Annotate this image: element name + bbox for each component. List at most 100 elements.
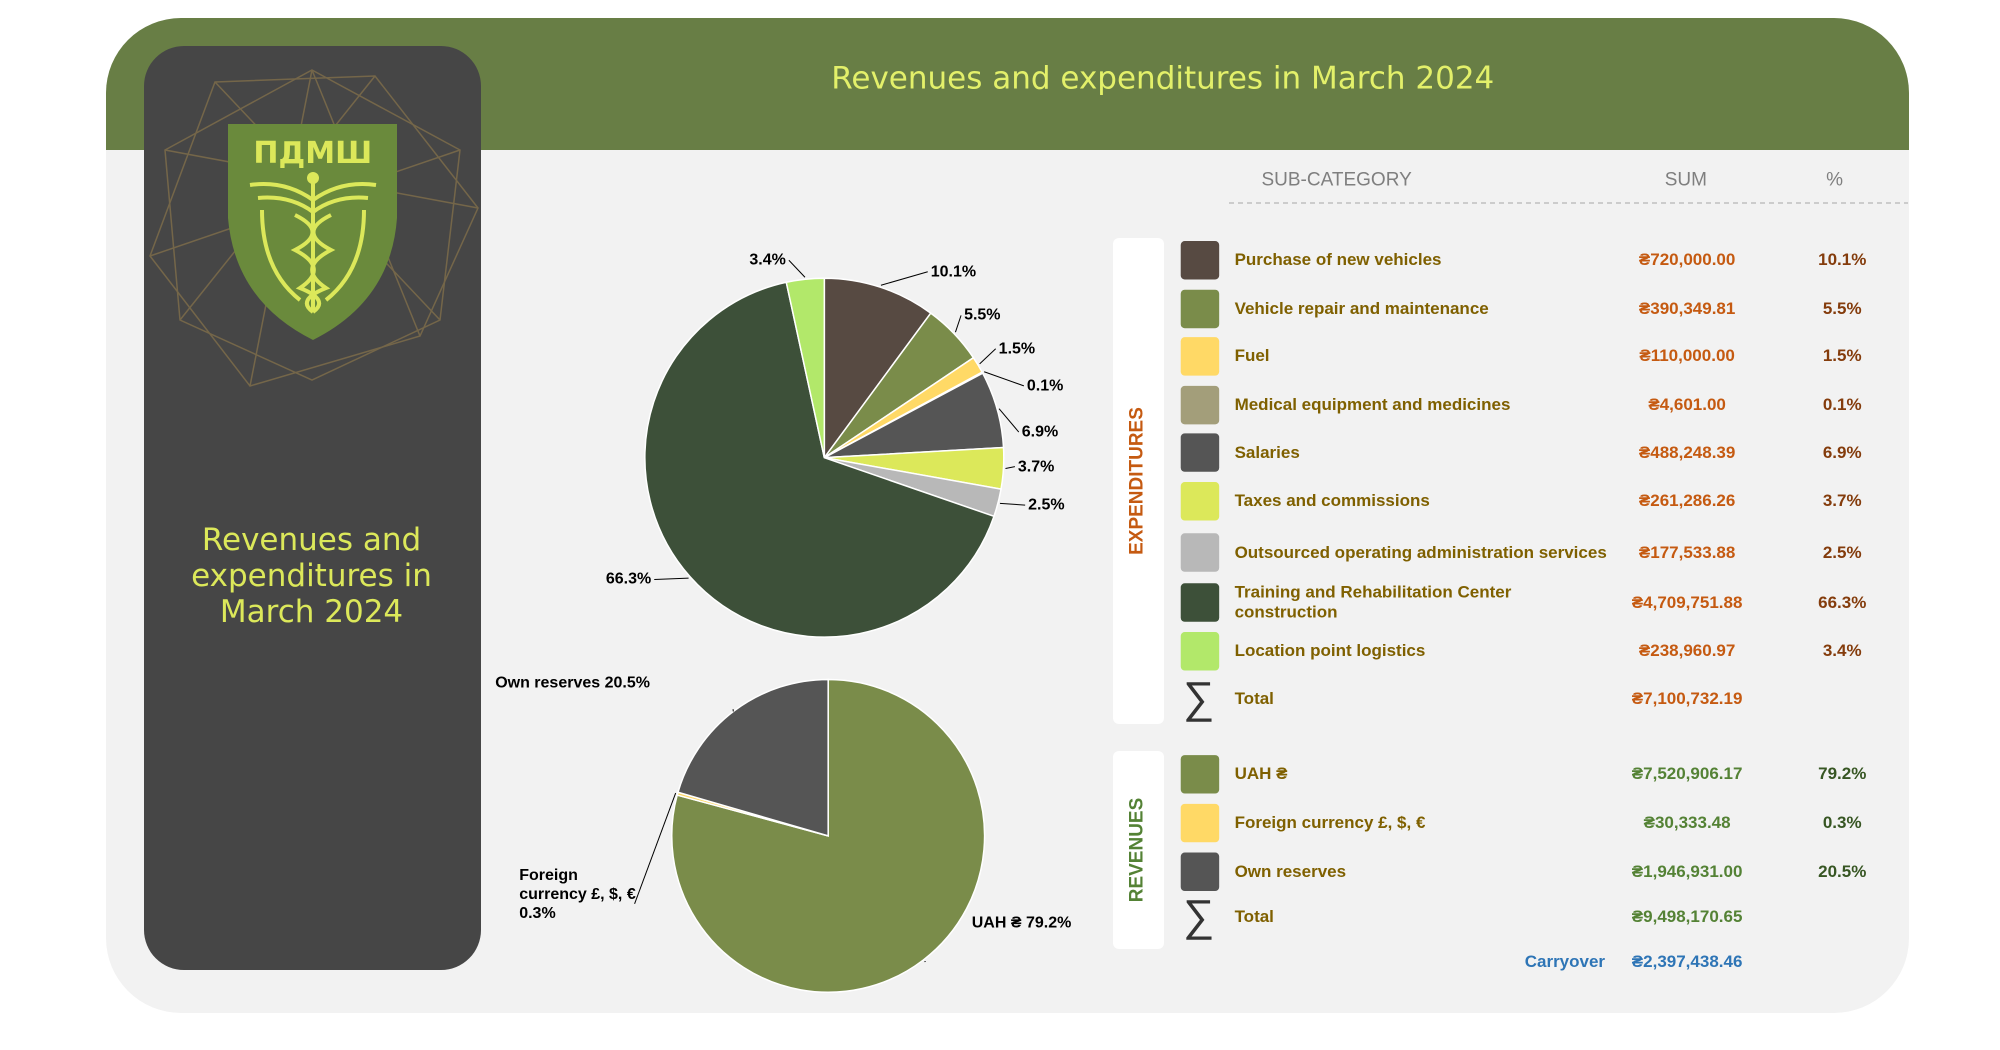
expenditures-card: [1113, 238, 1164, 724]
sigma: ∑: [1182, 891, 1215, 941]
sidebar-title: Revenues and expenditures in March 2024: [191, 521, 432, 630]
pie-value-label: 5.5%: [964, 306, 1001, 324]
color-swatch: [1180, 289, 1220, 329]
row-name: UAH ₴: [1234, 764, 1288, 784]
row-percent: 79.2%: [1818, 764, 1867, 784]
pie-slice: [677, 678, 829, 837]
pie-value-label: 6.9%: [1021, 423, 1059, 441]
leader-line: [654, 577, 689, 580]
value-label: 0.3%: [519, 905, 556, 923]
row-name: Salaries: [1234, 442, 1300, 462]
pie-value-label: 10.1%: [930, 263, 977, 281]
row-percent: 10.1%: [1818, 250, 1867, 270]
leader-line: [979, 348, 997, 365]
column-header: %: [1826, 169, 1843, 191]
row-name: Foreign currency £, $, €: [1234, 812, 1426, 832]
leader-line: [984, 371, 1025, 387]
row-sum: ₴1,946,931.00: [1631, 861, 1743, 881]
leader-line: [788, 259, 806, 278]
color-swatch: [1180, 433, 1220, 472]
leader-line: [954, 315, 962, 333]
pie-value-label: 2.5%: [1028, 496, 1065, 514]
sigma: ∑: [1182, 673, 1215, 723]
total-sum: ₴9,498,170.65: [1631, 906, 1743, 926]
row-percent: 3.7%: [1822, 491, 1862, 511]
pie-slice: [644, 281, 995, 638]
column-header: SUB-CATEGORY: [1261, 169, 1412, 191]
row-name: Purchase of new vehicles: [1234, 250, 1442, 270]
category-label: Own reserves: [495, 674, 601, 692]
row-name: Fuel: [1234, 346, 1270, 366]
value-label: 20.5%: [604, 674, 650, 692]
pie-value-label: 3.4%: [749, 251, 786, 269]
pie-value-label: 3.7%: [1017, 458, 1055, 476]
row-percent: 1.5%: [1822, 346, 1862, 366]
row-sum: ₴4,709,751.88: [1631, 592, 1743, 612]
total-sum: ₴7,100,732.19: [1631, 688, 1743, 708]
carryover-label: Carryover: [1524, 951, 1606, 971]
row-sum: ₴390,349.81: [1638, 298, 1736, 318]
color-swatch: [1180, 385, 1220, 425]
header-title: Revenues and expenditures in March 2024: [831, 60, 1495, 97]
pie-slice: [785, 277, 826, 458]
color-swatch: [1180, 482, 1220, 521]
leader-line: [634, 792, 677, 904]
row-name: Location point logistics: [1234, 641, 1426, 661]
row-percent: 0.3%: [1822, 812, 1862, 832]
row-sum: ₴238,960.97: [1638, 641, 1736, 661]
row-percent: 20.5%: [1818, 861, 1867, 881]
row-sum: ₴30,333.48: [1643, 812, 1731, 832]
leader-line: [1005, 466, 1016, 469]
logo-text: ПДМШ: [253, 135, 373, 171]
leader-line: [999, 502, 1026, 506]
row-name: Taxes and commissions: [1234, 491, 1430, 511]
revenues-card: [1113, 751, 1164, 949]
row-name: Training and Rehabilitation Center const…: [1234, 582, 1512, 622]
pie-value-label: 0.1%: [1026, 377, 1064, 395]
color-swatch: [1180, 803, 1220, 843]
carryover-sum: ₴2,397,438.46: [1631, 951, 1743, 971]
row-sum: ₴261,286.26: [1638, 491, 1736, 511]
pie-label: UAH ₴ 79.2%: [972, 913, 1072, 932]
color-swatch: [1180, 337, 1220, 376]
row-name: Vehicle repair and maintenance: [1234, 298, 1489, 318]
pie-slice: [823, 277, 932, 460]
row-sum: ₴177,533.88: [1638, 542, 1736, 562]
leader-line: [998, 408, 1020, 433]
row-percent: 66.3%: [1818, 592, 1867, 612]
color-swatch: [1180, 241, 1220, 280]
pie-label: Own reserves 20.5%: [495, 674, 650, 693]
column-header: SUM: [1664, 169, 1707, 191]
row-percent: 0.1%: [1822, 394, 1862, 414]
section-label: REVENUES: [1127, 797, 1149, 903]
color-swatch: [1180, 852, 1220, 891]
row-name: Outsourced operating administration serv…: [1234, 542, 1607, 562]
color-swatch: [1180, 632, 1220, 671]
row-name: Medical equipment and medicines: [1234, 394, 1511, 414]
total-label: Total: [1234, 906, 1274, 926]
category-label: UAH ₴: [971, 914, 1022, 932]
card: [106, 18, 1909, 1013]
pie-slice: [671, 678, 986, 993]
row-percent: 3.4%: [1822, 641, 1862, 661]
row-sum: ₴4,601.00: [1648, 394, 1726, 414]
color-swatch: [1180, 533, 1220, 572]
category-label: Foreign currency £, $, €: [519, 867, 636, 904]
row-sum: ₴7,520,906.17: [1631, 764, 1743, 784]
logo-knob: [307, 172, 319, 184]
leader-line: [880, 271, 928, 286]
row-percent: 5.5%: [1822, 298, 1862, 318]
pie-value-label: 66.3%: [605, 570, 652, 588]
section-label: EXPENDITURES: [1127, 406, 1149, 555]
row-name: Own reserves: [1234, 861, 1347, 881]
row-percent: 6.9%: [1822, 442, 1862, 462]
color-swatch: [1180, 755, 1220, 794]
row-sum: ₴110,000.00: [1639, 346, 1735, 366]
row-percent: 2.5%: [1822, 542, 1862, 562]
pie-value-label: 1.5%: [998, 340, 1036, 358]
value-label: 79.2%: [1025, 914, 1072, 932]
row-sum: ₴488,248.39: [1638, 442, 1736, 462]
color-swatch: [1180, 583, 1220, 622]
